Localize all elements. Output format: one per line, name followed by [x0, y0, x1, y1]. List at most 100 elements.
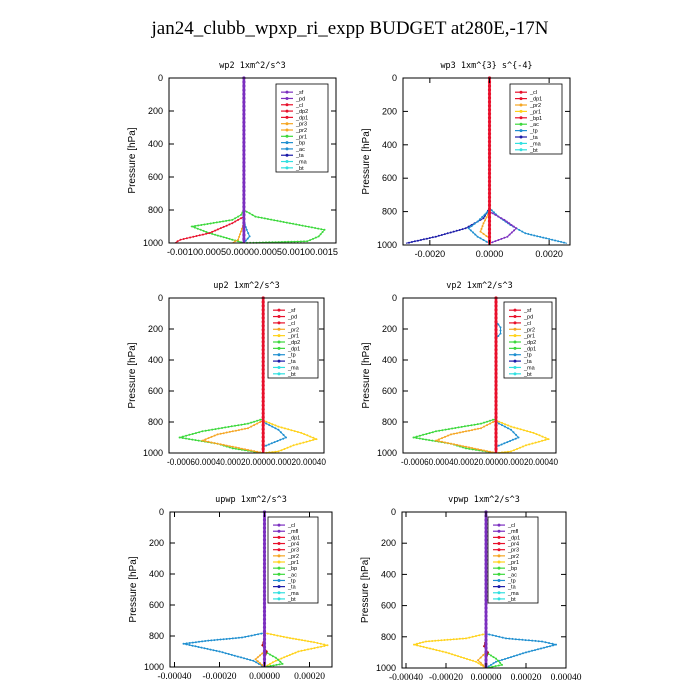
series-point — [298, 224, 301, 226]
series-point — [444, 428, 447, 431]
series-point — [244, 427, 246, 430]
series-point — [487, 116, 492, 120]
series-point — [214, 428, 217, 431]
y-tick-label: 800 — [382, 417, 397, 427]
series-point — [446, 232, 449, 235]
legend-marker — [497, 560, 501, 564]
series-point — [204, 438, 207, 441]
series-point — [247, 232, 250, 235]
series-point — [282, 635, 285, 638]
series-point — [275, 663, 278, 666]
series-point — [522, 445, 524, 448]
series-point — [242, 132, 246, 136]
series-point — [237, 218, 240, 221]
legend-marker — [513, 340, 517, 344]
legend-label: _ma — [529, 141, 542, 147]
series-point — [188, 642, 191, 644]
series-point — [487, 211, 492, 215]
legend-marker — [513, 315, 517, 319]
series-point — [242, 205, 246, 209]
x-tick-label: -0.00040 — [389, 673, 423, 683]
y-tick-label: 600 — [148, 172, 163, 182]
series-point — [242, 152, 246, 157]
series-point — [484, 538, 488, 542]
series-point — [285, 436, 287, 439]
series-point — [531, 649, 533, 652]
series-point — [493, 211, 495, 214]
series-point — [240, 428, 243, 431]
series-point — [487, 92, 492, 96]
series-point — [262, 629, 267, 633]
series-point — [288, 654, 291, 656]
series-point — [514, 638, 517, 641]
series-point — [447, 442, 449, 445]
series-point — [494, 320, 498, 324]
series-point — [256, 450, 259, 453]
series-point — [494, 367, 498, 372]
series-point — [484, 586, 488, 590]
legend-label: _mfl — [507, 529, 518, 535]
legend-label: _bt — [295, 166, 304, 172]
series-point — [239, 233, 241, 236]
series-point — [292, 222, 295, 225]
series-point — [286, 636, 288, 639]
series-point — [468, 429, 470, 432]
x-tick-label: -0.00020 — [202, 672, 236, 682]
series-point — [289, 445, 292, 448]
series-point — [217, 427, 220, 430]
series-point — [225, 224, 228, 227]
series-point — [261, 308, 265, 312]
legend-label: _pr3 — [507, 548, 519, 554]
series-point — [494, 324, 498, 328]
series-point — [487, 207, 492, 211]
series-point — [500, 237, 503, 240]
legend-marker — [497, 572, 501, 576]
series-point — [531, 639, 534, 642]
series-point — [552, 644, 554, 647]
legend-marker — [277, 554, 281, 558]
series-point — [425, 640, 427, 643]
series-point — [455, 638, 458, 641]
legend-label: _cl — [287, 523, 295, 529]
series-point — [250, 425, 253, 428]
series-point — [494, 348, 498, 352]
series-point — [487, 148, 492, 152]
series-point — [271, 425, 274, 428]
series-point — [242, 136, 246, 140]
legend-label: _tp — [287, 353, 296, 359]
series-point — [425, 438, 427, 441]
series-point — [494, 375, 498, 380]
series-point — [191, 644, 194, 647]
series-point — [483, 449, 485, 452]
series-point — [445, 651, 447, 654]
series-point — [222, 638, 225, 641]
series-point — [419, 239, 422, 241]
series-point — [310, 226, 313, 229]
series-point — [261, 312, 265, 316]
series-point — [199, 228, 202, 231]
series-point — [207, 440, 210, 443]
series-point — [468, 636, 471, 639]
series-point — [487, 187, 492, 191]
series-point — [487, 151, 492, 156]
series-point — [482, 217, 485, 220]
series-point — [484, 550, 488, 554]
series-point — [300, 649, 303, 652]
series-point — [483, 425, 485, 428]
plot-frame — [401, 511, 567, 669]
series-point — [315, 438, 318, 441]
series-point — [282, 437, 285, 440]
legend-marker — [513, 353, 517, 357]
series-point — [222, 220, 224, 223]
series-point — [241, 636, 243, 639]
series-point — [242, 100, 246, 104]
series-point — [487, 191, 492, 195]
y-tick-label: 200 — [148, 106, 163, 116]
series-point — [563, 241, 565, 244]
legend-marker — [519, 122, 523, 126]
series-point — [487, 155, 492, 160]
series-point — [434, 639, 437, 642]
x-tick-label: 0.0020 — [535, 249, 563, 259]
series-point — [198, 234, 201, 237]
series-point — [494, 415, 498, 419]
